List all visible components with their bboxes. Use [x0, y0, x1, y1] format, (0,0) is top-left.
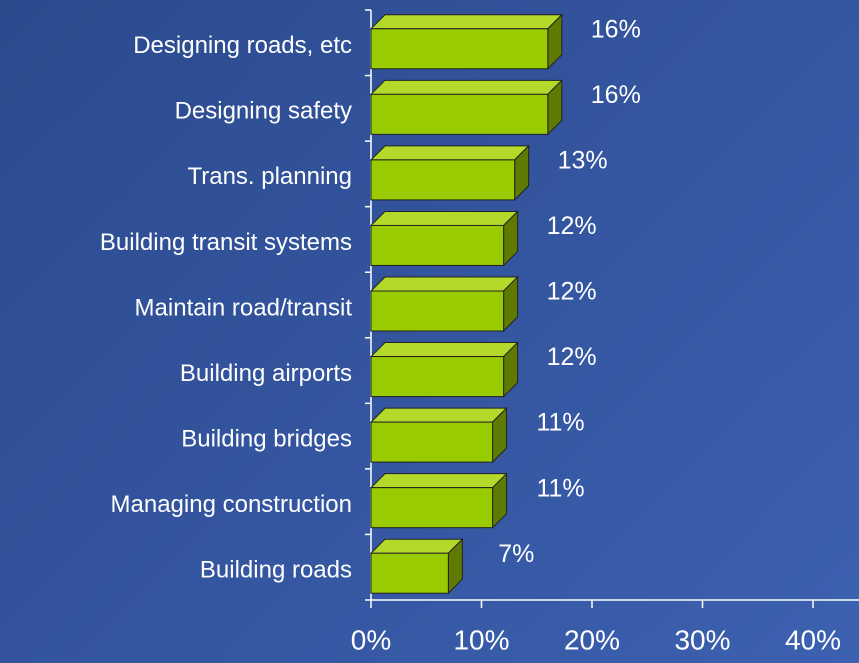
- bar-top: [369, 145, 530, 161]
- bar: [369, 341, 519, 398]
- value-label: 12%: [547, 212, 597, 240]
- bar-front: [370, 421, 494, 463]
- y-tick-label: Managing construction: [111, 491, 352, 518]
- value-label: 12%: [547, 343, 597, 371]
- value-label: 13%: [558, 146, 608, 174]
- value-label: 16%: [591, 81, 641, 109]
- y-tick-label: Trans. planning: [187, 163, 352, 190]
- bar-front: [370, 290, 505, 332]
- bar-top: [369, 538, 464, 554]
- y-tick-label: Designing roads, etc: [133, 32, 352, 59]
- bar-top: [369, 79, 564, 95]
- x-tick-label: 20%: [564, 624, 620, 655]
- x-tick-label: 30%: [674, 624, 730, 655]
- y-tick-label: Building roads: [200, 557, 352, 584]
- bar-front: [370, 224, 505, 266]
- bar-front: [370, 487, 494, 529]
- y-tick-label: Designing safety: [175, 98, 352, 125]
- bar: [369, 13, 564, 70]
- bar-front: [370, 28, 549, 70]
- bar-top: [369, 210, 519, 226]
- bar: [369, 210, 519, 267]
- bar-front: [370, 552, 449, 594]
- value-label: 11%: [536, 409, 584, 437]
- bar: [369, 472, 508, 529]
- x-tick-label: 10%: [453, 624, 509, 655]
- bar-top: [369, 407, 508, 423]
- bar: [369, 144, 530, 202]
- value-label: 7%: [498, 540, 534, 568]
- bar: [369, 406, 508, 464]
- bar-top: [369, 276, 519, 292]
- bar: [369, 538, 464, 595]
- bar-front: [370, 356, 505, 398]
- y-tick-label: Maintain road/transit: [135, 294, 353, 321]
- y-tick-label: Building airports: [180, 360, 352, 387]
- value-label: 12%: [547, 278, 597, 306]
- bar-top: [369, 14, 564, 30]
- bar-front: [370, 159, 516, 201]
- x-tick-label: 40%: [785, 624, 841, 655]
- bar: [369, 79, 564, 136]
- value-label: 16%: [591, 15, 641, 43]
- y-tick-label: Building bridges: [181, 425, 352, 452]
- bar-top: [369, 473, 508, 489]
- value-label: 11%: [536, 474, 584, 502]
- bar-front: [370, 93, 549, 135]
- x-tick-label: 0%: [351, 624, 391, 655]
- y-tick-label: Building transit systems: [100, 229, 352, 256]
- bar: [369, 275, 519, 333]
- bar-top: [369, 342, 519, 358]
